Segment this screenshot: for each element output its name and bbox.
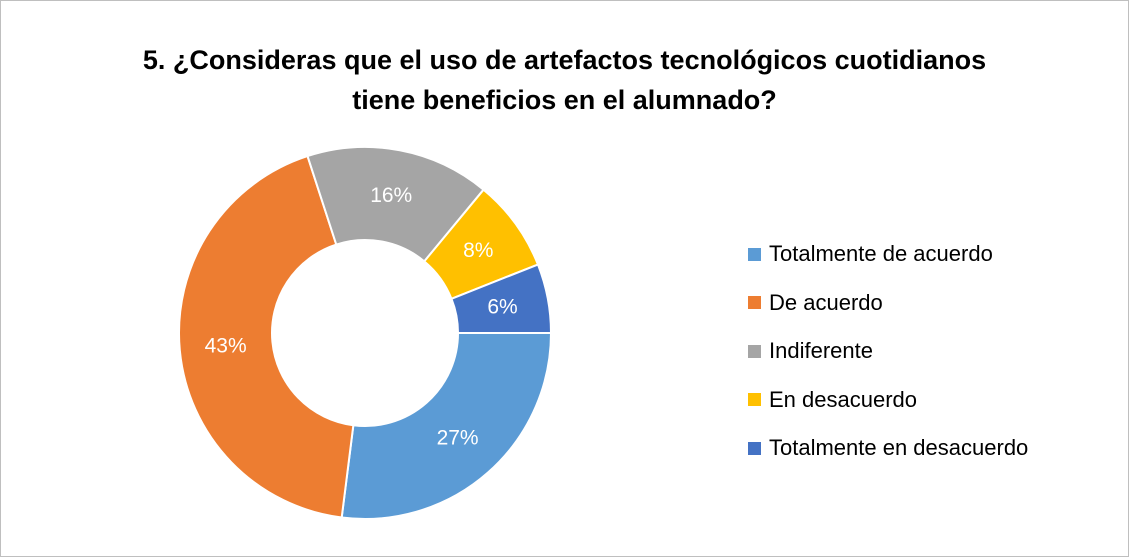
data-label-0: 27% [437,427,479,450]
legend-swatch [748,441,761,455]
donut-data-labels: 27% 43% 16% 8% 6% [205,184,518,450]
legend-label: De acuerdo [769,289,883,315]
legend-label: Totalmente en desacuerdo [769,435,1029,461]
donut-slice-1 [178,154,355,519]
legend-swatch [748,247,761,261]
donut-slice-2 [306,146,485,263]
donut-slices [178,146,553,520]
donut-slice-4 [450,263,553,334]
legend-label: Totalmente de acuerdo [769,241,993,267]
legend-swatch [748,344,761,358]
legend-item-totalmente-de-acuerdo: Totalmente de acuerdo [748,230,1028,279]
legend-swatch [748,393,761,407]
legend-item-de-acuerdo: De acuerdo [748,279,1028,328]
legend-label: En desacuerdo [769,386,917,412]
chart-title-line-2: tiene beneficios en el alumnado? [352,85,777,115]
legend-item-totalmente-en-desacuerdo: Totalmente en desacuerdo [748,424,1028,473]
data-label-4: 6% [487,295,517,318]
legend-swatch [748,296,761,310]
data-label-3: 8% [463,239,493,262]
data-label-2: 16% [370,184,412,207]
data-label-1: 43% [205,335,247,358]
legend-label: Indiferente [769,338,873,364]
chart-legend: Totalmente de acuerdo De acuerdo Indifer… [748,230,1028,473]
chart-title-line-1: 5. ¿Consideras que el uso de artefactos … [142,45,987,75]
legend-item-indiferente: Indiferente [748,327,1028,376]
legend-item-en-desacuerdo: En desacuerdo [748,376,1028,425]
chart-title: 5. ¿Consideras que el uso de artefactos … [0,40,1129,120]
donut-slice-0 [340,332,553,520]
